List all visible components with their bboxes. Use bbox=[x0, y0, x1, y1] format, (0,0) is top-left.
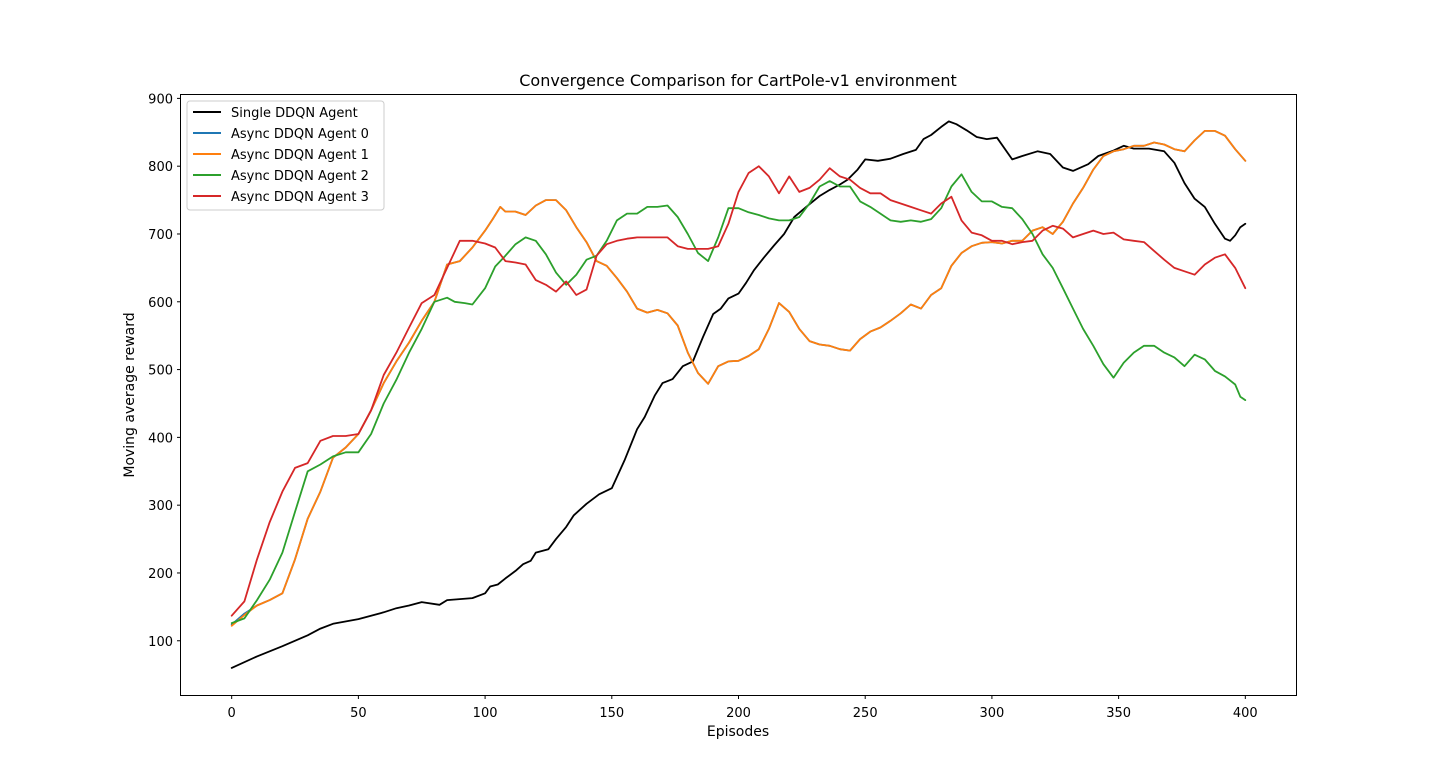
legend-label-1: Async DDQN Agent 0 bbox=[231, 127, 369, 142]
legend-label-0: Single DDQN Agent bbox=[231, 106, 358, 121]
legend-box bbox=[186, 100, 385, 211]
series-line-3 bbox=[230, 173, 1247, 624]
y-tick-label: 900 bbox=[148, 92, 173, 107]
x-axis: 0 50 100 150 200 250 300 350 400 bbox=[228, 695, 1258, 721]
y-tick-label: 100 bbox=[148, 635, 173, 650]
legend-label-2: Async DDQN Agent 1 bbox=[231, 148, 369, 163]
legend: Single DDQN Agent Async DDQN Agent 0 Async… bbox=[186, 100, 385, 211]
x-tick-label: 350 bbox=[1106, 706, 1131, 721]
y-tick-label: 800 bbox=[148, 160, 173, 175]
x-tick-label: 100 bbox=[473, 706, 498, 721]
legend-label-4: Async DDQN Agent 3 bbox=[231, 190, 369, 205]
y-axis-label: Moving average reward bbox=[122, 312, 138, 477]
x-tick-label: 250 bbox=[853, 706, 878, 721]
legend-label-3: Async DDQN Agent 2 bbox=[231, 169, 369, 184]
x-tick-label: 50 bbox=[350, 706, 367, 721]
series-line-4 bbox=[230, 165, 1247, 617]
x-tick-label: 200 bbox=[726, 706, 751, 721]
y-tick-label: 400 bbox=[148, 431, 173, 446]
x-tick-label: 0 bbox=[228, 706, 236, 721]
y-axis: 100 200 300 400 500 600 700 800 900 bbox=[148, 92, 181, 650]
y-tick-label: 200 bbox=[148, 567, 173, 582]
x-tick-label: 400 bbox=[1233, 706, 1258, 721]
y-tick-label: 600 bbox=[148, 296, 173, 311]
x-tick-label: 150 bbox=[599, 706, 624, 721]
chart-title: Convergence Comparison for CartPole-v1 e… bbox=[519, 71, 957, 90]
x-axis-label: Episodes bbox=[707, 724, 769, 740]
y-tick-label: 500 bbox=[148, 364, 173, 379]
series-line-0 bbox=[230, 120, 1247, 669]
plot-lines bbox=[230, 120, 1247, 669]
y-tick-label: 700 bbox=[148, 228, 173, 243]
x-tick-label: 300 bbox=[979, 706, 1004, 721]
y-tick-label: 300 bbox=[148, 499, 173, 514]
